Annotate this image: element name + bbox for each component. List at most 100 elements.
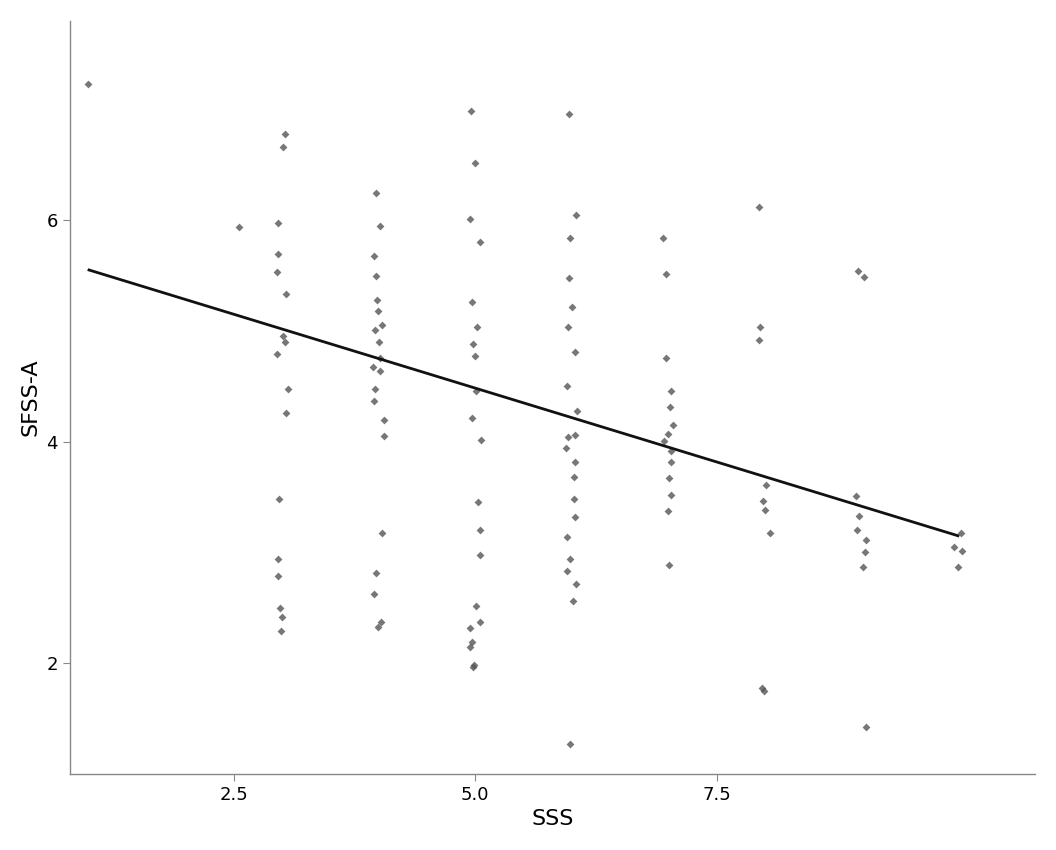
Point <box>761 526 778 540</box>
X-axis label: SSS: SSS <box>531 809 573 829</box>
Point <box>562 231 579 245</box>
Point <box>472 524 489 537</box>
Point <box>564 300 581 314</box>
Point <box>562 738 579 751</box>
Point <box>268 265 285 279</box>
Point <box>655 231 672 245</box>
Point <box>376 429 393 443</box>
Point <box>367 566 384 580</box>
Point <box>566 428 583 442</box>
Point <box>561 271 578 285</box>
Point <box>79 77 96 91</box>
Point <box>471 548 488 562</box>
Point <box>365 394 382 408</box>
Point <box>856 546 873 559</box>
Point <box>277 127 294 140</box>
Point <box>558 441 574 455</box>
Point <box>857 534 874 547</box>
Point <box>664 418 681 432</box>
Point <box>468 599 485 613</box>
Point <box>374 318 391 332</box>
Point <box>461 640 478 654</box>
Point <box>660 428 677 441</box>
Point <box>461 212 478 225</box>
Point <box>271 601 288 615</box>
Point <box>366 249 383 263</box>
Point <box>375 413 392 427</box>
Point <box>560 430 577 444</box>
Point <box>663 488 680 502</box>
Point <box>471 235 488 249</box>
Point <box>374 526 391 540</box>
Point <box>369 293 385 307</box>
Point <box>658 268 675 281</box>
Point <box>662 384 679 398</box>
Y-axis label: SFSS-A: SFSS-A <box>21 359 41 436</box>
Point <box>365 360 382 373</box>
Point <box>660 558 677 572</box>
Point <box>272 625 289 638</box>
Point <box>857 720 874 734</box>
Point <box>660 504 677 518</box>
Point <box>366 323 383 337</box>
Point <box>276 335 293 348</box>
Point <box>567 577 584 591</box>
Point <box>661 471 678 484</box>
Point <box>373 615 390 628</box>
Point <box>752 320 769 334</box>
Point <box>751 201 768 214</box>
Point <box>953 526 969 540</box>
Point <box>559 564 576 578</box>
Point <box>566 470 583 484</box>
Point <box>661 400 678 413</box>
Point <box>950 560 967 574</box>
Point <box>372 351 389 365</box>
Point <box>274 609 290 623</box>
Point <box>371 335 388 348</box>
Point <box>566 510 583 524</box>
Point <box>370 620 386 634</box>
Point <box>565 594 582 608</box>
Point <box>464 411 480 425</box>
Point <box>370 304 386 318</box>
Point <box>755 684 772 698</box>
Point <box>662 444 679 457</box>
Point <box>270 492 287 506</box>
Point <box>465 660 482 674</box>
Point <box>467 349 484 363</box>
Point <box>230 220 247 234</box>
Point <box>567 456 584 469</box>
Point <box>275 140 291 154</box>
Point <box>751 333 768 347</box>
Point <box>372 219 389 233</box>
Point <box>569 405 586 418</box>
Point <box>472 615 489 629</box>
Point <box>463 104 479 117</box>
Point <box>468 384 485 398</box>
Point <box>372 364 389 377</box>
Point <box>467 156 484 170</box>
Point <box>756 502 773 516</box>
Point <box>567 208 584 222</box>
Point <box>469 320 486 334</box>
Point <box>470 496 487 509</box>
Point <box>365 587 382 601</box>
Point <box>268 347 285 360</box>
Point <box>270 552 287 565</box>
Point <box>849 524 866 537</box>
Point <box>559 379 576 393</box>
Point <box>278 405 295 419</box>
Point <box>561 107 578 121</box>
Point <box>567 346 584 360</box>
Point <box>754 681 771 694</box>
Point <box>850 264 867 278</box>
Point <box>366 382 383 396</box>
Point <box>275 330 291 343</box>
Point <box>279 382 296 396</box>
Point <box>464 636 480 649</box>
Point <box>367 186 384 200</box>
Point <box>854 560 871 574</box>
Point <box>461 621 478 635</box>
Point <box>465 337 482 351</box>
Point <box>663 456 680 469</box>
